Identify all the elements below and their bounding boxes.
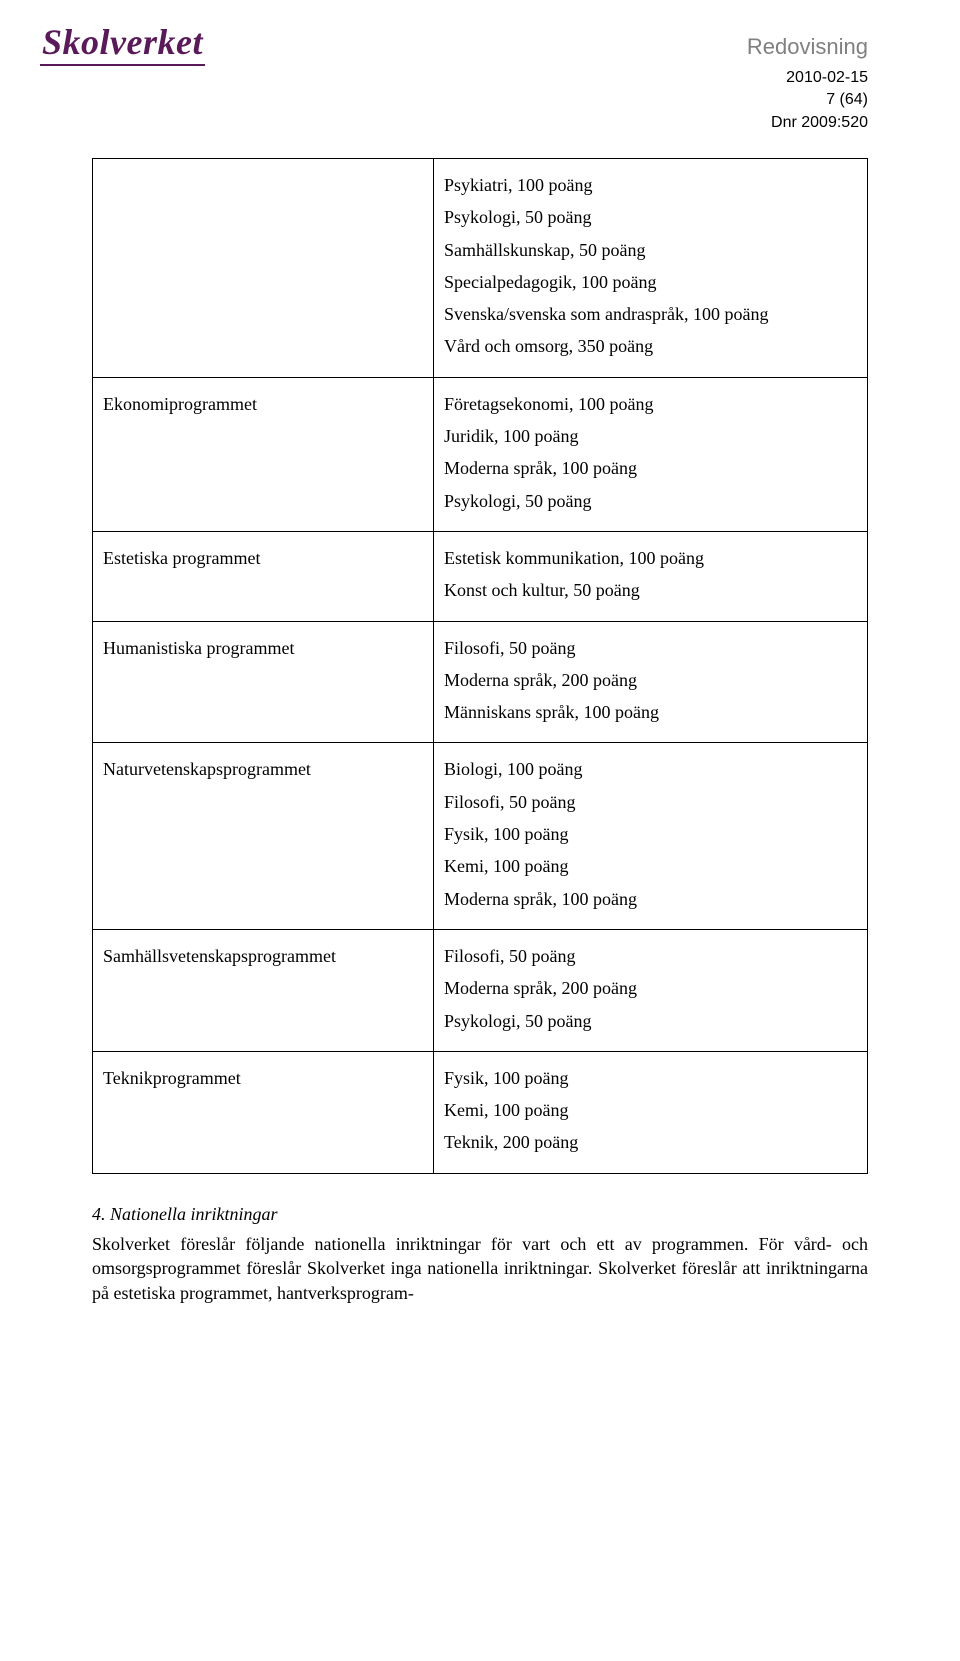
table-row: Teknikprogrammet Fysik, 100 poäng Kemi, … <box>93 1051 868 1173</box>
program-name-cell <box>93 159 434 378</box>
table-row: Psykiatri, 100 poäng Psykologi, 50 poäng… <box>93 159 868 378</box>
course-item: Psykologi, 50 poäng <box>444 489 857 513</box>
table-row: Humanistiska programmet Filosofi, 50 poä… <box>93 621 868 743</box>
table-row: Samhällsvetenskapsprogrammet Filosofi, 5… <box>93 929 868 1051</box>
table-row: Estetiska programmet Estetisk kommunikat… <box>93 531 868 621</box>
program-name-cell: Samhällsvetenskapsprogrammet <box>93 929 434 1051</box>
course-item: Konst och kultur, 50 poäng <box>444 578 857 602</box>
course-item: Svenska/svenska som andraspråk, 100 poän… <box>444 302 857 326</box>
program-courses-cell: Biologi, 100 poäng Filosofi, 50 poäng Fy… <box>434 743 868 929</box>
course-item: Företagsekonomi, 100 poäng <box>444 392 857 416</box>
course-item: Estetisk kommunikation, 100 poäng <box>444 546 857 570</box>
program-courses-cell: Filosofi, 50 poäng Moderna språk, 200 po… <box>434 621 868 743</box>
program-name: Ekonomiprogrammet <box>103 392 423 416</box>
programs-table: Psykiatri, 100 poäng Psykologi, 50 poäng… <box>92 158 868 1174</box>
course-item: Specialpedagogik, 100 poäng <box>444 270 857 294</box>
course-item: Kemi, 100 poäng <box>444 1098 857 1122</box>
logo-text: Skolverket <box>40 22 205 66</box>
course-item: Människans språk, 100 poäng <box>444 700 857 724</box>
course-item: Biologi, 100 poäng <box>444 757 857 781</box>
header-date: 2010-02-15 <box>747 67 868 89</box>
program-name: Humanistiska programmet <box>103 636 423 660</box>
course-item: Teknik, 200 poäng <box>444 1130 857 1154</box>
section-4: 4. Nationella inriktningar Skolverket fö… <box>92 1202 868 1305</box>
course-item: Filosofi, 50 poäng <box>444 636 857 660</box>
course-item: Psykologi, 50 poäng <box>444 1009 857 1033</box>
course-item: Moderna språk, 100 poäng <box>444 887 857 911</box>
course-item: Juridik, 100 poäng <box>444 424 857 448</box>
program-name-cell: Ekonomiprogrammet <box>93 377 434 531</box>
program-courses-cell: Företagsekonomi, 100 poäng Juridik, 100 … <box>434 377 868 531</box>
course-item: Kemi, 100 poäng <box>444 854 857 878</box>
course-item: Filosofi, 50 poäng <box>444 790 857 814</box>
course-item: Fysik, 100 poäng <box>444 822 857 846</box>
section-paragraph: Skolverket föreslår följande nationella … <box>92 1232 868 1305</box>
program-courses-cell: Psykiatri, 100 poäng Psykologi, 50 poäng… <box>434 159 868 378</box>
table-row: Ekonomiprogrammet Företagsekonomi, 100 p… <box>93 377 868 531</box>
program-courses-cell: Estetisk kommunikation, 100 poäng Konst … <box>434 531 868 621</box>
program-name: Naturvetenskapsprogrammet <box>103 757 423 781</box>
program-name-cell: Teknikprogrammet <box>93 1051 434 1173</box>
header-block: Redovisning 2010-02-15 7 (64) Dnr 2009:5… <box>747 32 868 134</box>
table-row: Naturvetenskapsprogrammet Biologi, 100 p… <box>93 743 868 929</box>
program-courses-cell: Fysik, 100 poäng Kemi, 100 poäng Teknik,… <box>434 1051 868 1173</box>
course-item: Moderna språk, 200 poäng <box>444 976 857 1000</box>
course-item: Moderna språk, 100 poäng <box>444 456 857 480</box>
course-item: Fysik, 100 poäng <box>444 1066 857 1090</box>
program-name: Teknikprogrammet <box>103 1066 423 1090</box>
content: Psykiatri, 100 poäng Psykologi, 50 poäng… <box>92 28 868 1305</box>
program-name: Estetiska programmet <box>103 546 423 570</box>
course-item: Psykiatri, 100 poäng <box>444 173 857 197</box>
program-name-cell: Humanistiska programmet <box>93 621 434 743</box>
section-heading: 4. Nationella inriktningar <box>92 1202 868 1226</box>
header-page: 7 (64) <box>747 89 868 111</box>
header-title: Redovisning <box>747 32 868 63</box>
course-item: Vård och omsorg, 350 poäng <box>444 334 857 358</box>
logo: Skolverket <box>40 18 205 67</box>
program-name-cell: Naturvetenskapsprogrammet <box>93 743 434 929</box>
course-item: Filosofi, 50 poäng <box>444 944 857 968</box>
page: Skolverket Redovisning 2010-02-15 7 (64)… <box>0 0 960 1661</box>
course-item: Moderna språk, 200 poäng <box>444 668 857 692</box>
program-name: Samhällsvetenskapsprogrammet <box>103 944 423 968</box>
course-item: Psykologi, 50 poäng <box>444 205 857 229</box>
program-courses-cell: Filosofi, 50 poäng Moderna språk, 200 po… <box>434 929 868 1051</box>
program-name-cell: Estetiska programmet <box>93 531 434 621</box>
course-item: Samhällskunskap, 50 poäng <box>444 238 857 262</box>
header-dnr: Dnr 2009:520 <box>747 112 868 134</box>
